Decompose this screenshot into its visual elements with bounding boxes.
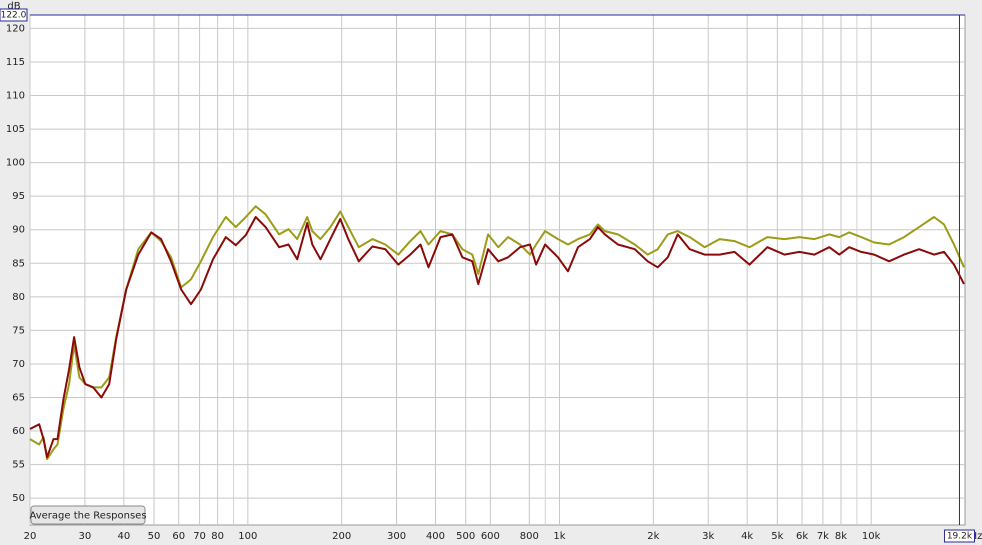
x-tick-label: 200 (332, 531, 351, 542)
y-tick-label: 70 (12, 359, 25, 370)
x-tick-label: 30 (79, 531, 92, 542)
y-tick-label: 50 (12, 493, 25, 504)
x-tick-label: 600 (481, 531, 500, 542)
x-tick-label: 400 (426, 531, 445, 542)
y-tick-label: 120 (6, 23, 25, 34)
x-tick-label: 4k (741, 531, 753, 542)
x-tick-label: 2k (647, 531, 659, 542)
y-tick-label: 90 (12, 225, 25, 236)
x-tick-label: 6k (796, 531, 808, 542)
x-tick-label: 100 (238, 531, 257, 542)
x-tick-label: 1k (553, 531, 565, 542)
overlay: 50 55 60 65 70 75 80 85 90 95 100 105 110 115 120 20 30 4… (0, 8, 975, 543)
x-tick-label: 40 (117, 531, 130, 542)
y-tick-label: 100 (6, 158, 25, 169)
average-button[interactable]: Average the Responses (29, 505, 147, 525)
x-tick-label: 800 (520, 531, 539, 542)
y-unit: dB (7, 1, 20, 12)
cursor-x-box (943, 529, 975, 543)
x-tick-label: 300 (387, 531, 406, 542)
cursor-y-box (0, 8, 28, 22)
y-tick-label: 75 (12, 325, 25, 336)
cursor-x-label: 19.2k (947, 532, 973, 542)
plot-area (29, 14, 966, 526)
y-tick-label: 60 (12, 426, 25, 437)
x-tick-label: 50 (148, 531, 161, 542)
x-unit: Hz (970, 531, 982, 542)
x-tick-label: 70 (193, 531, 206, 542)
series-line (29, 216, 965, 459)
x-tick-label: 3k (702, 531, 714, 542)
x-tick-label: 500 (456, 531, 475, 542)
x-tick-label: 5k (771, 531, 783, 542)
y-tick-label: 110 (6, 91, 25, 102)
y-tick-label: 85 (12, 258, 25, 269)
y-tick-label: 95 (12, 191, 25, 202)
y-tick-label: 65 (12, 393, 25, 404)
x-tick-label: 10k (862, 531, 881, 542)
y-tick-label: 80 (12, 292, 25, 303)
y-tick-label: 105 (6, 124, 25, 135)
button-frame (30, 505, 146, 525)
grid (29, 15, 965, 525)
y-tick-label: 115 (6, 57, 25, 68)
lines (29, 205, 965, 461)
x-tick-label: 80 (211, 531, 224, 542)
y-tick-label: 55 (12, 460, 25, 471)
button-label: Average the Responses (29, 511, 146, 522)
x-tick-label: 8k (835, 531, 847, 542)
x-tick-label: 60 (172, 531, 185, 542)
x-tick-label: 20 (24, 531, 37, 542)
cursor-y-label: 122.0 (1, 11, 27, 21)
x-tick-label: 7k (817, 531, 829, 542)
